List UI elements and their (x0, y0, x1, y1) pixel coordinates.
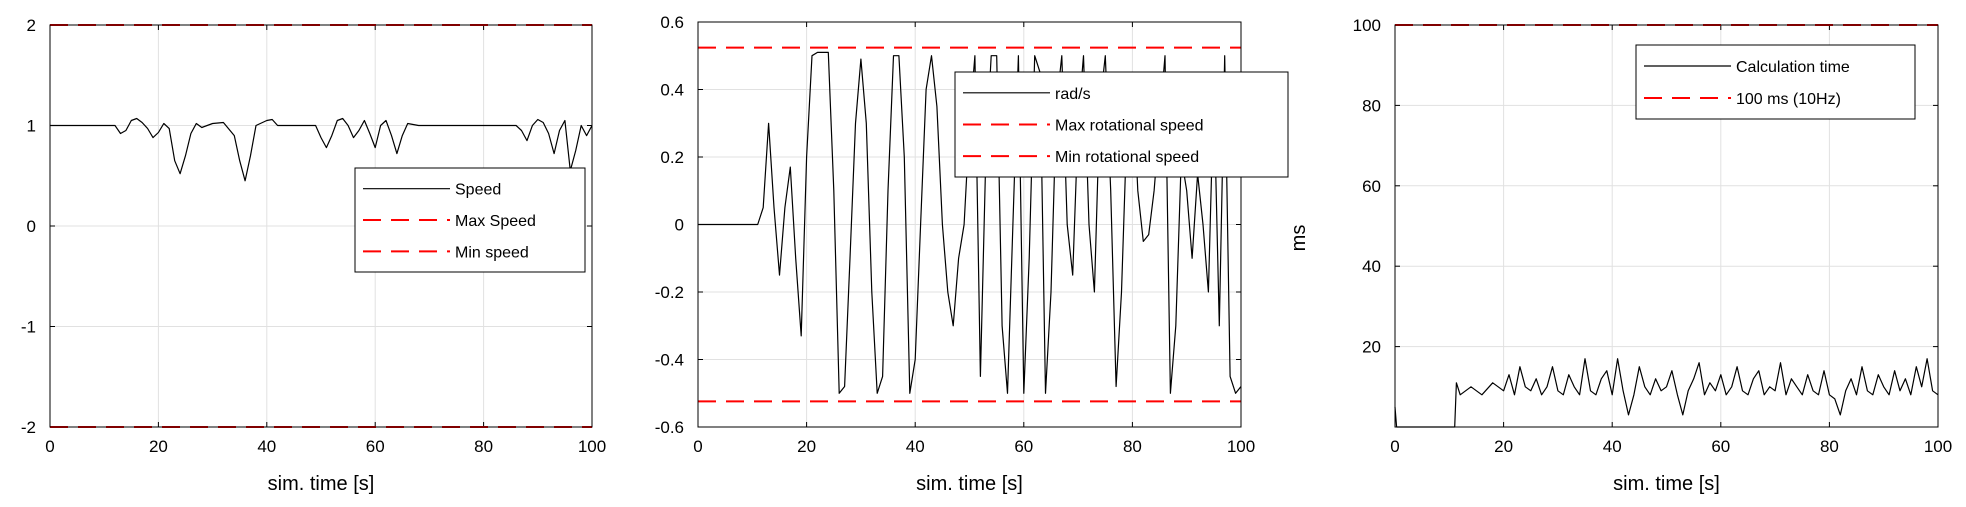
panel-0-axes-box (49, 24, 593, 428)
panel-1-y-tick-label: 0.4 (660, 81, 684, 100)
panel-2-y-tick-label: 100 (1353, 16, 1381, 35)
panel-1-axes-box (697, 21, 1242, 428)
panel-1-x-tick-label: 100 (1227, 437, 1255, 456)
panel-2-legend-label: Calculation time (1736, 59, 1850, 76)
panel-1-legend-label: Max rotational speed (1055, 118, 1204, 135)
panel-0-legend-label: Min speed (455, 244, 529, 261)
panel-2-y-tick-label: 20 (1362, 338, 1381, 357)
panel-1-legend-label: Min rotational speed (1055, 149, 1199, 166)
panel-1-legend-label: rad/s (1055, 86, 1091, 103)
panel-1-y-tick-label: 0.2 (660, 148, 684, 167)
panel-1-y-tick-label: -0.2 (655, 283, 684, 302)
panel-1-legend: rad/s Max rotational speed Min rotational … (954, 71, 1289, 178)
panel-2-x-tick-label: 80 (1820, 437, 1839, 456)
chart-panel-calculation-time: 0 20 40 60 80 100 20 40 60 80 100 sim. time [s] ms Ca… (1288, 16, 1952, 495)
panel-2-y-tick-label: 80 (1362, 96, 1381, 115)
panel-2-series-calculation-time (1394, 358, 1939, 428)
panel-2-x-tick-label: 40 (1603, 437, 1622, 456)
panel-1-y-tick-label: 0.6 (660, 13, 684, 32)
panel-0-y-tick-label: 0 (27, 217, 36, 236)
panel-1-y-tick-label: -0.6 (655, 418, 684, 437)
panel-2-legend-label: 100 ms (10Hz) (1736, 91, 1841, 108)
panel-0-series-speed (50, 117, 593, 182)
panel-2-legend: Calculation time 100 ms (10Hz) (1635, 44, 1916, 120)
panel-2-legend-box (1635, 44, 1916, 120)
chart-panel-rotational-speed: 0 20 40 60 80 100 -0.6 -0.4 -0.2 0 0.2 0.4 0.6 sim. t… (655, 13, 1289, 495)
panel-1-legend-box (954, 71, 1289, 178)
panel-1-x-tick-label: 40 (906, 437, 925, 456)
panel-1-x-tick-label: 0 (693, 437, 702, 456)
panel-1-x-axis-label: sim. time [s] (916, 473, 1023, 495)
panel-2-x-axis-label: sim. time [s] (1613, 473, 1720, 495)
panel-2-y-axis-label: ms (1288, 225, 1310, 252)
panel-0-x-tick-label: 40 (257, 437, 276, 456)
panel-2-x-tick-label: 0 (1390, 437, 1399, 456)
panel-1-y-tick-label: 0 (675, 216, 684, 235)
panel-1-x-tick-label: 20 (797, 437, 816, 456)
chart-panel-speed: 0 20 40 60 80 100 -2 -1 0 1 2 sim. time [s] Speed Max… (21, 16, 606, 495)
panel-2-x-tick-label: 20 (1494, 437, 1513, 456)
panel-1-y-tick-label: -0.4 (655, 351, 684, 370)
panel-2-y-tick-label: 60 (1362, 177, 1381, 196)
panel-2-y-tick-label: 40 (1362, 257, 1381, 276)
panel-2-x-tick-label: 100 (1924, 437, 1952, 456)
panel-0-x-tick-label: 100 (578, 437, 606, 456)
panel-0-y-tick-label: 1 (27, 117, 36, 136)
panel-2-x-tick-label: 60 (1711, 437, 1730, 456)
panel-0-y-tick-label: 2 (27, 16, 36, 35)
panel-0-y-tick-label: -2 (21, 418, 36, 437)
panel-0-legend-label: Max Speed (455, 213, 536, 230)
panel-0-legend: Speed Max Speed Min speed (354, 167, 586, 273)
panel-1-x-tick-label: 80 (1123, 437, 1142, 456)
panel-0-legend-label: Speed (455, 182, 501, 199)
panel-0-x-tick-label: 60 (366, 437, 385, 456)
panel-0-x-axis-label: sim. time [s] (268, 473, 375, 495)
panel-1-x-tick-label: 60 (1014, 437, 1033, 456)
panel-0-x-tick-label: 0 (45, 437, 54, 456)
panel-0-x-tick-label: 20 (149, 437, 168, 456)
panel-0-x-tick-label: 80 (474, 437, 493, 456)
panel-0-y-tick-label: -1 (21, 318, 36, 337)
panel-2-axes-box (1394, 24, 1939, 428)
